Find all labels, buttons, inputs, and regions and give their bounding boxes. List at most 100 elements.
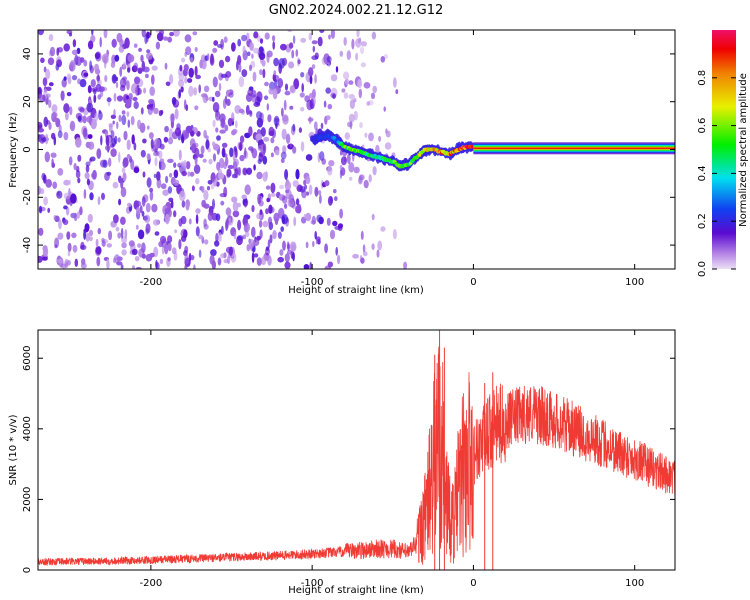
noise-blob [43,196,48,206]
noise-blob [297,59,301,64]
noise-blob [225,218,230,229]
noise-blob [83,59,88,67]
noise-blob [326,217,331,226]
noise-blob [194,147,200,159]
y-tick-label: 6000 [22,346,33,371]
noise-blob [292,35,296,44]
noise-blob [141,60,146,72]
noise-blob [212,96,215,102]
noise-blob [133,167,140,174]
noise-blob [237,38,242,47]
noise-blob [403,261,408,269]
noise-blob [244,147,247,158]
noise-blob [348,93,355,100]
noise-blob [181,170,187,177]
noise-blob [133,142,137,151]
noise-blob [149,86,155,96]
spectrogram-ridge [310,128,675,172]
noise-blob [300,37,307,43]
noise-blob [48,82,54,87]
noise-blob [184,76,188,84]
noise-blob [79,78,87,88]
noise-blob [336,254,341,265]
noise-blob [327,261,334,268]
noise-blob [85,232,90,242]
noise-blob [311,64,316,70]
noise-blob [249,64,252,72]
noise-blob [178,89,181,99]
noise-blob [169,31,175,37]
noise-blob [319,30,325,33]
noise-blob [63,76,67,81]
x-tick-label: -100 [301,277,324,288]
noise-blob [269,81,275,91]
noise-blob [90,173,94,178]
noise-blob [182,130,190,138]
noise-blob [281,114,289,122]
noise-blob [385,130,391,138]
noise-blob [261,59,266,67]
noise-blob [217,44,223,48]
noise-blob [228,92,234,98]
noise-blob [208,158,213,165]
noise-blob [252,71,257,82]
noise-blob [155,30,160,33]
noise-blob [188,67,194,78]
noise-blob [308,32,313,41]
noise-blob [327,103,333,110]
noise-blob [146,49,151,54]
noise-blob [112,181,119,189]
noise-blob [361,41,367,47]
noise-blob [131,248,138,256]
noise-blob [187,78,193,83]
noise-blob [127,67,131,73]
noise-blob [158,161,166,171]
noise-blob [358,88,362,99]
noise-blob [292,180,299,188]
noise-blob [292,123,296,132]
noise-blob [317,238,321,245]
noise-blob [126,139,131,151]
noise-blob [311,215,316,225]
noise-blob [122,172,127,182]
noise-blob [284,83,289,91]
noise-blob [173,162,177,169]
noise-blob [183,63,189,72]
noise-blob [311,55,319,61]
noise-blob [85,164,90,173]
noise-blob [263,143,267,154]
noise-blob [229,147,234,158]
noise-blob [205,139,210,150]
noise-blob [118,198,122,206]
noise-blob [167,36,172,43]
noise-blob [314,230,318,240]
noise-blob [56,190,63,199]
noise-blob [103,55,108,64]
noise-blob [251,226,256,238]
noise-blob [47,207,51,213]
noise-blob [253,31,259,39]
spectrogram-ylabel: Frequency (Hz) [8,112,19,188]
noise-blob [120,178,124,189]
noise-blob [184,245,189,254]
noise-blob [212,198,215,210]
noise-blob [140,107,144,115]
noise-blob [163,136,169,143]
noise-blob [167,242,172,252]
noise-blob [188,252,192,262]
noise-blob [311,40,318,45]
noise-blob [167,186,173,194]
noise-blob [244,222,250,233]
noise-blob [368,174,372,183]
noise-blob [63,192,71,200]
noise-blob [56,47,60,56]
noise-blob [220,73,228,78]
noise-blob [308,92,316,99]
noise-blob [192,31,198,36]
noise-blob [76,211,80,219]
noise-blob [126,111,130,117]
noise-blob [188,218,192,225]
noise-blob [68,32,73,37]
noise-blob [314,186,319,197]
